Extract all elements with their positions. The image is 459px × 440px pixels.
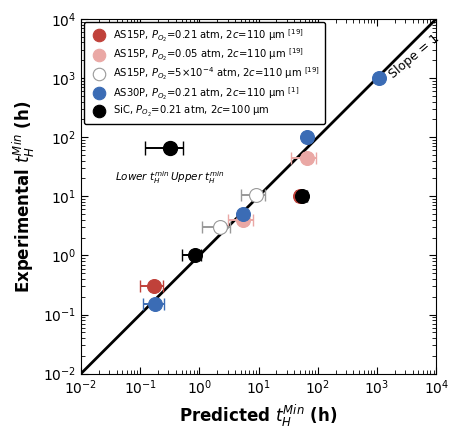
Text: Slope = 1: Slope = 1: [386, 31, 441, 81]
Text: Lower $t_H^{min}$: Lower $t_H^{min}$: [115, 169, 170, 186]
Text: Upper $t_H^{min}$: Upper $t_H^{min}$: [170, 169, 224, 186]
Legend: AS15P, $P_{O_2}$=0.21 atm, 2$c$=110 μm $^{[19]}$, AS15P, $P_{O_2}$=0.05 atm, 2$c: AS15P, $P_{O_2}$=0.21 atm, 2$c$=110 μm $…: [84, 22, 324, 125]
X-axis label: Predicted $t_H^{Min}$ (h): Predicted $t_H^{Min}$ (h): [179, 403, 337, 429]
Text: Average $t_H^{min}$: Average $t_H^{min}$: [134, 102, 206, 122]
Y-axis label: Experimental $t_H^{Min}$ (h): Experimental $t_H^{Min}$ (h): [11, 100, 37, 293]
